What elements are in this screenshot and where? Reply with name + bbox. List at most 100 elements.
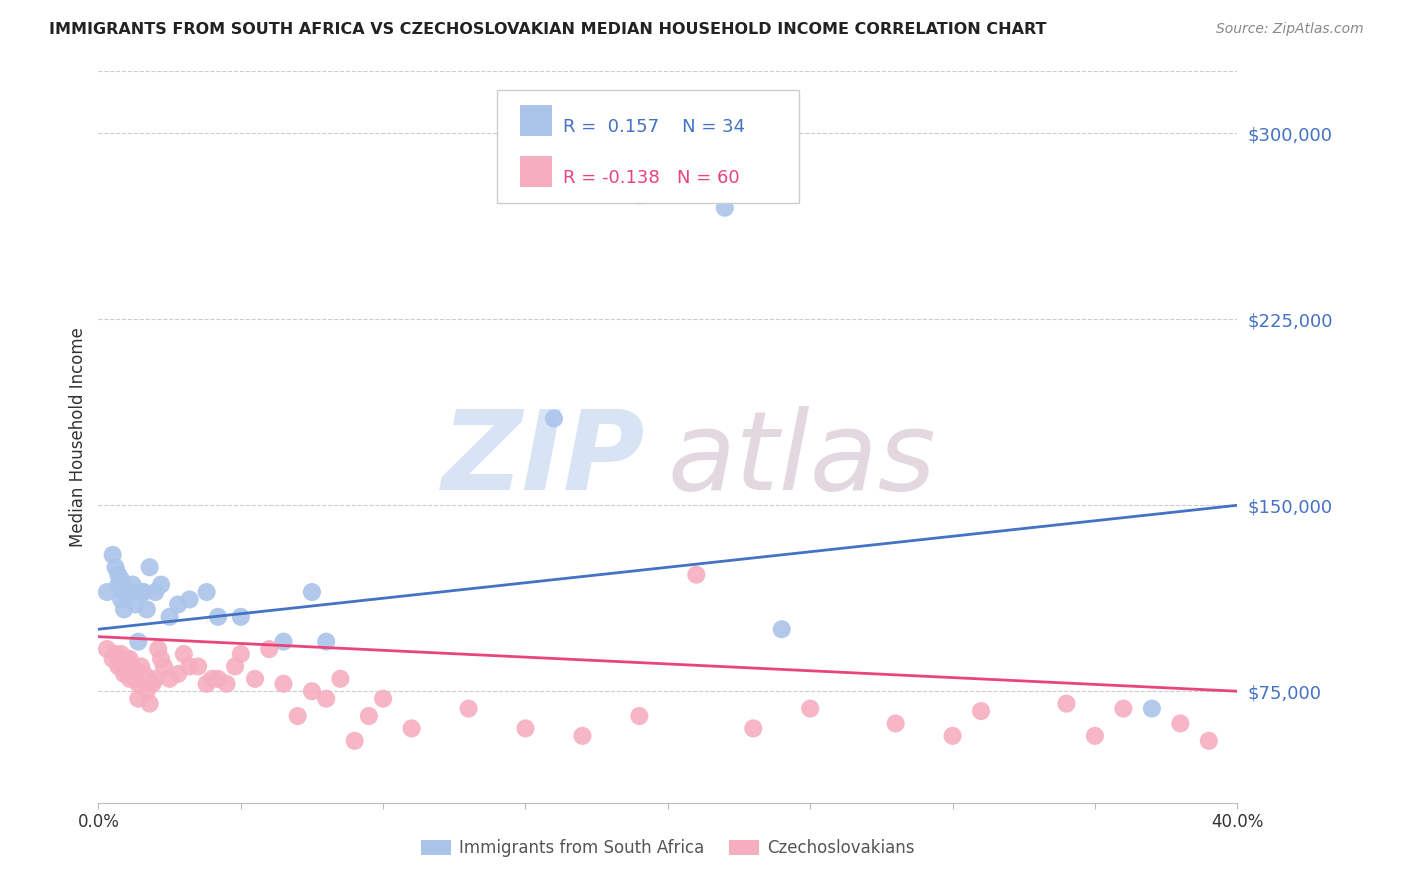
Point: [1140, 701, 1163, 715]
Point: [229, 610, 252, 624]
Point: [118, 672, 141, 686]
Point: [1084, 729, 1107, 743]
Point: [127, 677, 149, 691]
Point: [179, 659, 201, 673]
Point: [942, 729, 965, 743]
Point: [343, 734, 366, 748]
Point: [124, 598, 146, 612]
Point: [107, 659, 129, 673]
Point: [150, 577, 173, 591]
Point: [543, 411, 565, 425]
FancyBboxPatch shape: [498, 90, 799, 203]
Point: [104, 647, 127, 661]
Point: [101, 548, 124, 562]
Point: [373, 691, 395, 706]
Point: [1170, 716, 1192, 731]
Point: [329, 672, 352, 686]
Point: [112, 666, 135, 681]
Point: [457, 701, 479, 715]
Point: [138, 560, 160, 574]
Point: [195, 585, 218, 599]
Point: [127, 634, 149, 648]
Point: [110, 592, 132, 607]
Point: [153, 659, 176, 673]
Point: [145, 585, 167, 599]
Point: [628, 188, 651, 202]
Point: [970, 704, 993, 718]
Point: [201, 672, 224, 686]
Point: [159, 672, 181, 686]
Point: [685, 567, 707, 582]
Point: [141, 677, 163, 691]
Point: [115, 652, 138, 666]
Point: [742, 722, 765, 736]
Point: [173, 647, 195, 661]
Point: [101, 652, 124, 666]
Point: [96, 585, 118, 599]
Text: ZIP: ZIP: [441, 406, 645, 513]
FancyBboxPatch shape: [520, 105, 551, 136]
Text: R =  0.157    N = 34: R = 0.157 N = 34: [562, 118, 745, 136]
Point: [273, 634, 295, 648]
Point: [515, 722, 537, 736]
Point: [150, 652, 173, 666]
Point: [301, 585, 323, 599]
Point: [357, 709, 380, 723]
Point: [167, 598, 190, 612]
Text: IMMIGRANTS FROM SOUTH AFRICA VS CZECHOSLOVAKIAN MEDIAN HOUSEHOLD INCOME CORRELAT: IMMIGRANTS FROM SOUTH AFRICA VS CZECHOSL…: [49, 22, 1046, 37]
Point: [124, 672, 146, 686]
Point: [118, 585, 141, 599]
Point: [115, 585, 138, 599]
Point: [121, 577, 143, 591]
Point: [107, 567, 129, 582]
Point: [110, 647, 132, 661]
Text: R = -0.138   N = 60: R = -0.138 N = 60: [562, 169, 740, 186]
Point: [187, 659, 209, 673]
Point: [159, 610, 181, 624]
Point: [179, 592, 201, 607]
Point: [112, 602, 135, 616]
Point: [207, 672, 229, 686]
Text: atlas: atlas: [668, 406, 936, 513]
Y-axis label: Median Household Income: Median Household Income: [69, 327, 87, 547]
Point: [273, 677, 295, 691]
Point: [1112, 701, 1135, 715]
Point: [132, 585, 155, 599]
FancyBboxPatch shape: [520, 156, 551, 186]
Point: [121, 659, 143, 673]
Point: [884, 716, 907, 731]
Point: [135, 684, 157, 698]
Legend: Immigrants from South Africa, Czechoslovakians: Immigrants from South Africa, Czechoslov…: [413, 832, 922, 864]
Point: [127, 691, 149, 706]
Point: [315, 634, 337, 648]
Point: [401, 722, 423, 736]
Point: [104, 560, 127, 574]
Text: Source: ZipAtlas.com: Source: ZipAtlas.com: [1216, 22, 1364, 37]
Point: [714, 201, 737, 215]
Point: [110, 659, 132, 673]
Point: [1198, 734, 1220, 748]
Point: [135, 602, 157, 616]
Point: [167, 666, 190, 681]
Point: [215, 677, 238, 691]
Point: [132, 666, 155, 681]
Point: [110, 573, 132, 587]
Point: [315, 691, 337, 706]
Point: [770, 622, 793, 636]
Point: [145, 672, 167, 686]
Point: [259, 642, 281, 657]
Point: [571, 729, 593, 743]
Point: [195, 677, 218, 691]
Point: [799, 701, 821, 715]
Point: [129, 585, 152, 599]
Point: [224, 659, 246, 673]
Point: [229, 647, 252, 661]
Point: [287, 709, 309, 723]
Point: [112, 585, 135, 599]
Point: [148, 642, 170, 657]
Point: [243, 672, 266, 686]
Point: [1056, 697, 1078, 711]
Point: [207, 610, 229, 624]
Point: [129, 659, 152, 673]
Point: [138, 697, 160, 711]
